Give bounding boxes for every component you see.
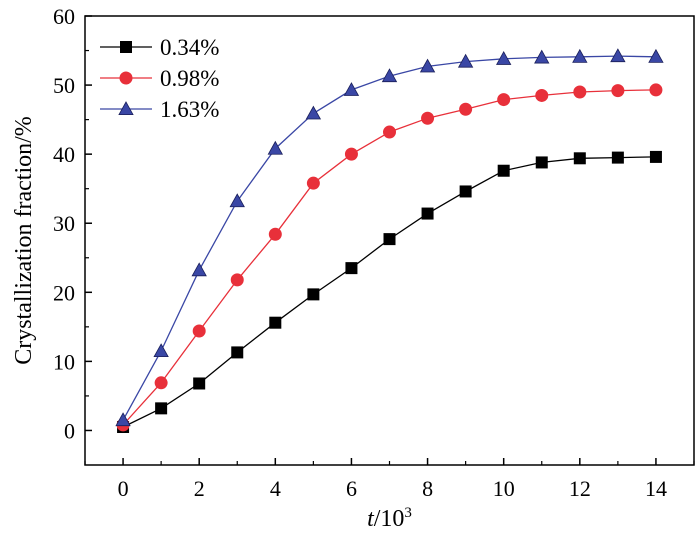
series-2-point <box>421 111 435 125</box>
series-1-point <box>497 164 510 177</box>
series-1-point <box>421 207 434 220</box>
legend-marker-1 <box>120 41 132 53</box>
plot-layer: 0 2 4 6 8 10 12 14 0 10 20 30 40 50 60 t/103 Crystalliza… <box>11 4 695 532</box>
series-3-point <box>419 58 436 73</box>
series-1-point <box>193 377 206 390</box>
y-tick-label: 50 <box>53 73 75 98</box>
series-3-point <box>267 140 283 155</box>
series-3-point <box>457 53 474 68</box>
series-1-point <box>535 156 548 169</box>
y-tick-label: 60 <box>53 4 75 29</box>
series-3-point <box>191 262 207 277</box>
y-axis-label: Crystallization fraction/% <box>11 116 37 365</box>
x-axis-label-var: t <box>367 506 375 532</box>
x-axis-label-exponent: 3 <box>404 505 412 521</box>
legend-marker-2 <box>119 71 133 85</box>
series-2-point <box>573 85 587 99</box>
series-line-2 <box>122 89 656 426</box>
x-tick-label: 6 <box>346 476 357 501</box>
y-tick-label: 40 <box>53 142 75 167</box>
x-tick-label: 10 <box>493 476 515 501</box>
series-3-point <box>534 49 550 64</box>
series-2-point <box>192 324 206 338</box>
series-3-point <box>496 51 512 65</box>
series-1-point <box>611 151 624 164</box>
series-2-point <box>230 273 244 287</box>
series-3-point <box>115 412 131 427</box>
series-3-point <box>305 105 322 120</box>
y-tick-label: 20 <box>53 280 75 305</box>
series-3-point <box>610 48 626 63</box>
series-1-point <box>155 402 168 415</box>
series-2-point <box>306 176 320 190</box>
series-2-point <box>344 147 358 161</box>
series-2-point <box>649 83 663 97</box>
series-3-point <box>648 48 664 63</box>
x-axis-label: t/103 <box>367 505 412 532</box>
series-3-point <box>381 68 398 83</box>
series-2-point <box>459 102 473 116</box>
series-2-point <box>611 84 625 98</box>
legend-label-1: 0.34% <box>160 35 219 60</box>
series-1-point <box>573 152 586 165</box>
series-3-point <box>572 48 588 63</box>
series-1-point <box>307 288 320 301</box>
legend-label-3: 1.63% <box>160 97 219 122</box>
series-2-point <box>268 227 282 241</box>
series-1-point <box>345 262 358 275</box>
legend-marker-3 <box>118 101 134 115</box>
series-1-point <box>649 150 662 163</box>
x-tick-label: 14 <box>645 476 667 501</box>
y-tick-label: 10 <box>53 349 75 374</box>
series-1-point <box>231 346 244 359</box>
y-tick-label: 30 <box>53 211 75 236</box>
x-tick-label: 8 <box>422 476 433 501</box>
legend-label-2: 0.98% <box>160 66 219 91</box>
x-axis-label-unit: /10 <box>374 506 405 532</box>
x-tick-label: 0 <box>118 476 129 501</box>
series-1-point <box>459 185 472 198</box>
series-3-point <box>343 82 360 96</box>
series-2-point <box>383 125 396 139</box>
series-3-point <box>153 343 169 358</box>
series-3-point <box>229 193 245 208</box>
series-2-point <box>535 88 549 102</box>
series-2-point <box>497 93 511 107</box>
x-tick-label: 2 <box>194 476 205 501</box>
x-tick-label: 12 <box>569 476 591 501</box>
series-1-point <box>383 233 396 246</box>
series-2-point <box>154 376 168 390</box>
series-1-point <box>269 316 282 329</box>
x-tick-label: 4 <box>270 476 281 501</box>
y-tick-label: 0 <box>64 418 75 443</box>
